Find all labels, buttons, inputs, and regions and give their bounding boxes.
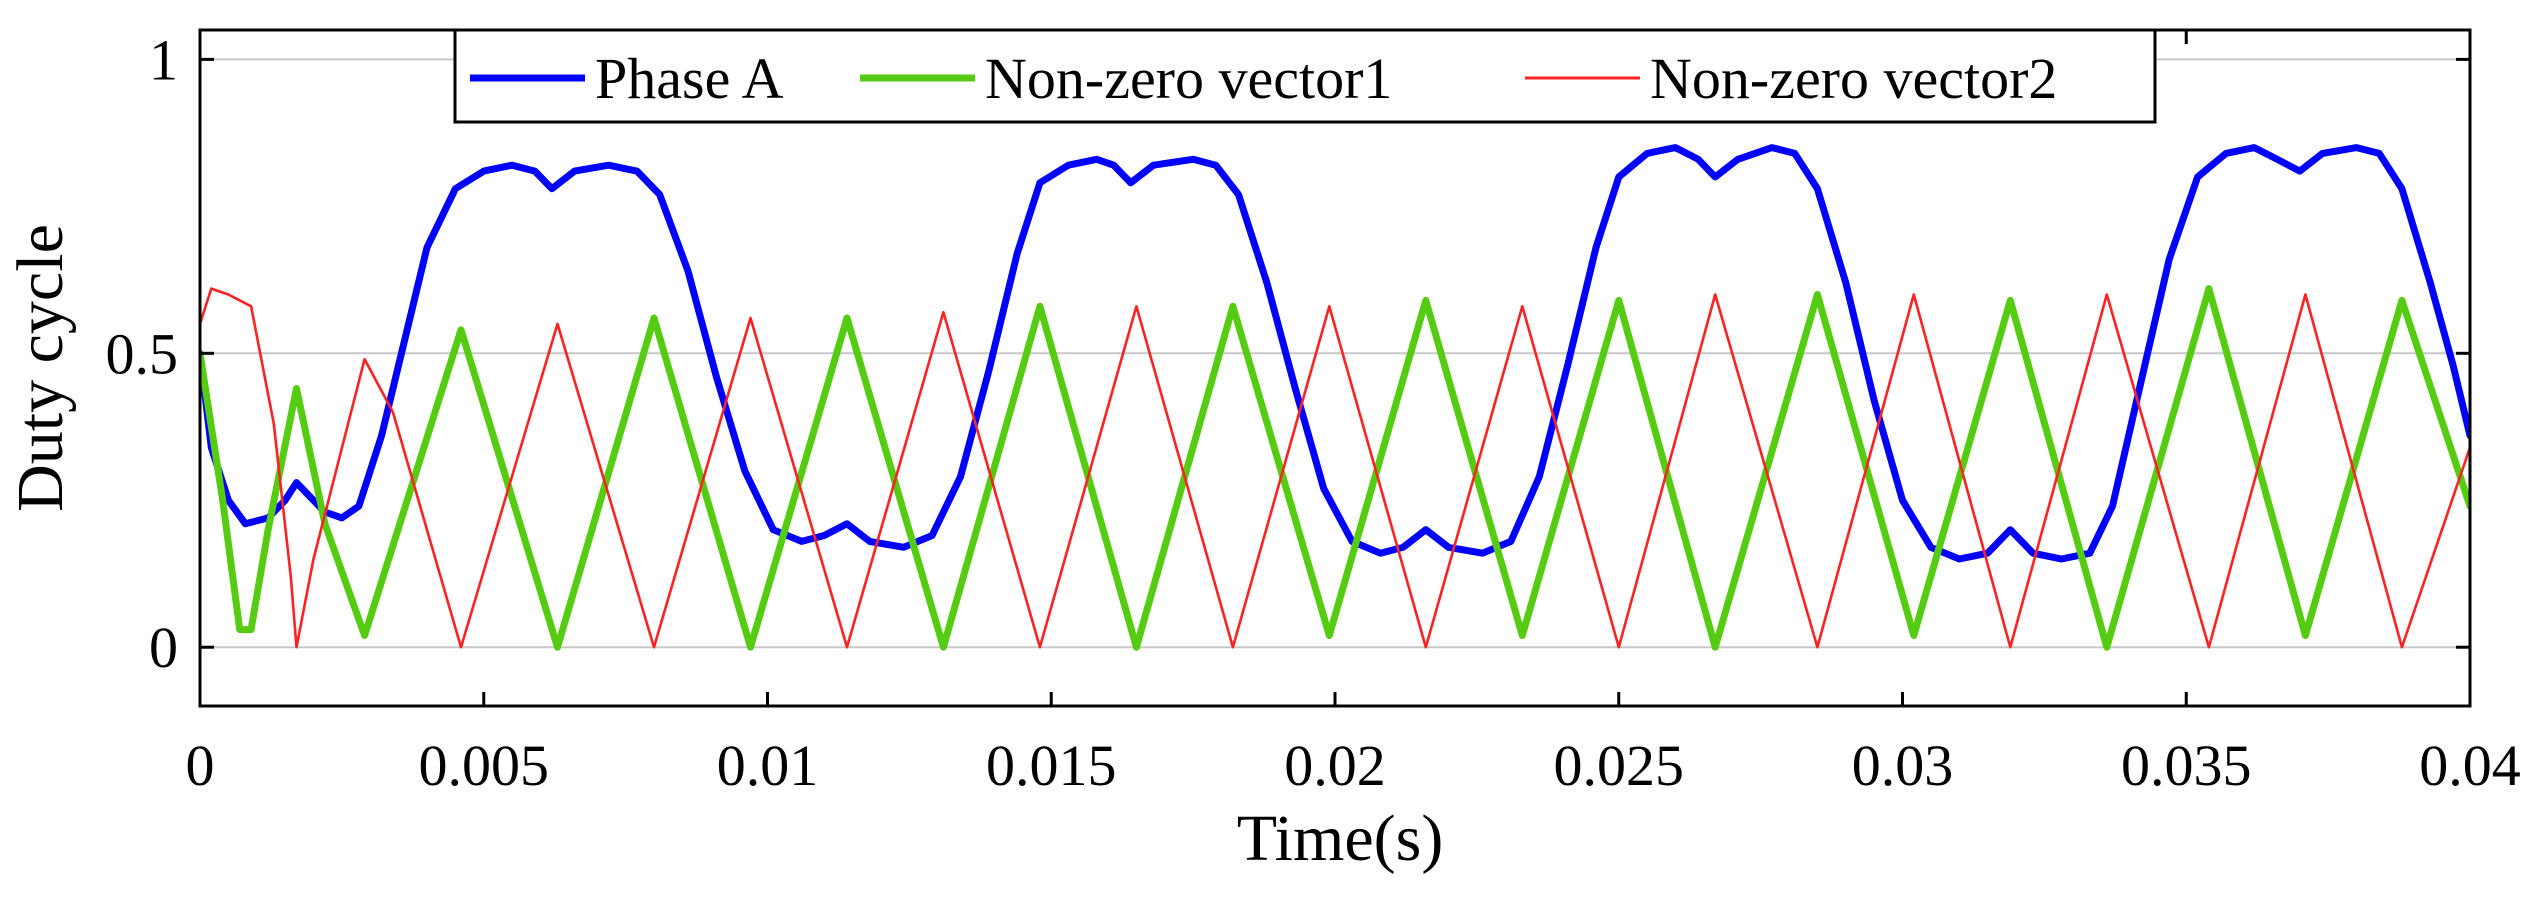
legend-label-non-zero-vector2: Non-zero vector2 xyxy=(1650,46,2057,111)
legend-label-non-zero-vector1: Non-zero vector1 xyxy=(985,46,1392,111)
y-axis-label: Duty cycle xyxy=(4,224,77,512)
x-tick-label-5: 0.025 xyxy=(1554,733,1685,798)
series-line-phase-a xyxy=(200,144,2470,563)
tick-labels: 0 0.005 0.01 0.015 0.02 0.025 0.03 0.035 0.04 0 0.… xyxy=(106,27,2521,798)
x-tick-label-4: 0.02 xyxy=(1284,733,1386,798)
legend-box xyxy=(453,28,2157,124)
x-tick-label-3: 0.015 xyxy=(986,733,1117,798)
series-line-non-zero-vector2 xyxy=(200,287,2470,649)
x-axis-label: Time(s) xyxy=(1237,802,1444,875)
x-tick-label-1: 0.005 xyxy=(419,733,550,798)
x-tick-label-0: 0 xyxy=(186,733,215,798)
x-tick-label-2: 0.01 xyxy=(717,733,819,798)
y-tick-label-0: 0 xyxy=(149,615,178,680)
y-tick-label-2: 1 xyxy=(149,27,178,92)
y-tick-label-1: 0.5 xyxy=(106,321,179,386)
x-tick-label-6: 0.03 xyxy=(1852,733,1954,798)
x-tick-label-7: 0.035 xyxy=(2121,733,2252,798)
legend: Phase A Non-zero vector1 Non-zero vector… xyxy=(453,28,2157,124)
series-layer xyxy=(200,144,2470,651)
x-tick-label-8: 0.04 xyxy=(2419,733,2521,798)
legend-label-phase-a: Phase A xyxy=(595,46,784,111)
